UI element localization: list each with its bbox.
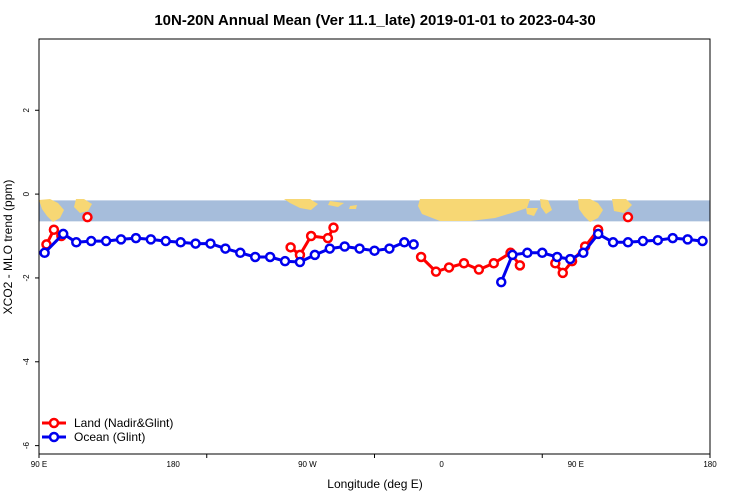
y-tick-label: -4 bbox=[22, 358, 31, 366]
land-west-africa bbox=[418, 199, 530, 221]
land-caribbean bbox=[349, 205, 357, 209]
x-axis-ticks: 90 E 180 90 W 0 90 E 180 bbox=[31, 454, 717, 469]
land-point bbox=[328, 222, 339, 233]
ocean-point bbox=[495, 276, 507, 288]
ocean-point bbox=[507, 249, 518, 261]
x-tick-label: 90 W bbox=[298, 460, 317, 469]
y-tick-label: 2 bbox=[22, 107, 31, 112]
y-tick-label: -2 bbox=[22, 274, 31, 282]
x-tick-label: 180 bbox=[703, 460, 717, 469]
ocean-point bbox=[39, 247, 50, 259]
ocean-point bbox=[130, 232, 142, 244]
land-point bbox=[430, 266, 442, 277]
ocean-point bbox=[324, 243, 336, 254]
ocean-point bbox=[537, 247, 548, 259]
ocean-point bbox=[667, 232, 678, 244]
world-map-band bbox=[39, 199, 710, 222]
y-tick-label: 0 bbox=[22, 191, 31, 196]
ocean-point bbox=[399, 237, 410, 248]
land-point bbox=[473, 264, 485, 275]
ocean-point bbox=[578, 247, 589, 259]
ocean-point bbox=[85, 235, 97, 247]
land-point bbox=[415, 251, 427, 263]
ocean-point bbox=[339, 241, 350, 252]
land-se-asia bbox=[74, 199, 92, 213]
land-se-asia-right bbox=[612, 199, 632, 213]
ocean-point bbox=[57, 228, 69, 240]
land-point bbox=[488, 258, 500, 269]
ocean-point bbox=[279, 255, 291, 267]
x-tick-label: 90 E bbox=[568, 460, 584, 469]
land-horn bbox=[526, 208, 538, 216]
legend-ocean-label: Ocean (Glint) bbox=[74, 430, 145, 444]
land-point bbox=[48, 224, 60, 235]
ocean-point bbox=[622, 237, 634, 248]
ocean-point bbox=[384, 243, 395, 254]
ocean-point bbox=[564, 253, 576, 265]
ocean-point bbox=[190, 238, 201, 249]
chart-title: 10N-20N Annual Mean (Ver 11.1_late) 2019… bbox=[154, 12, 595, 29]
land-point bbox=[443, 262, 455, 273]
land-point bbox=[622, 211, 634, 223]
plot-frame bbox=[38, 38, 711, 455]
land-arabia bbox=[540, 199, 552, 214]
ocean-point bbox=[592, 228, 604, 240]
ocean-point bbox=[205, 238, 216, 249]
map-land bbox=[39, 199, 632, 222]
ocean-point bbox=[369, 245, 380, 256]
ocean-point bbox=[145, 234, 157, 245]
legend-land-label: Land (Nadir&Glint) bbox=[74, 416, 173, 430]
land-cuba bbox=[328, 201, 344, 207]
ocean-series bbox=[39, 228, 708, 288]
ocean-point bbox=[160, 235, 171, 247]
land-series bbox=[41, 211, 634, 279]
series-layer bbox=[39, 211, 708, 288]
ocean-point bbox=[100, 235, 112, 247]
legend-ocean-marker bbox=[48, 431, 60, 443]
ocean-point bbox=[637, 235, 649, 247]
legend-land-marker bbox=[48, 417, 60, 429]
ocean-point bbox=[652, 234, 664, 246]
ocean-point bbox=[294, 256, 306, 268]
x-tick-label: 0 bbox=[439, 460, 444, 469]
ocean-point bbox=[682, 234, 693, 245]
land-point bbox=[322, 232, 334, 244]
y-axis-ticks: 2 0 -2 -4 -6 bbox=[22, 107, 39, 449]
ocean-point bbox=[235, 247, 246, 259]
ocean-point bbox=[249, 251, 261, 263]
x-tick-label: 90 E bbox=[31, 460, 47, 469]
map-ocean bbox=[39, 200, 710, 222]
ocean-point bbox=[354, 243, 365, 254]
ocean-point bbox=[115, 234, 127, 245]
y-axis-label: XCO2 - MLO trend (ppm) bbox=[1, 180, 15, 315]
land-point bbox=[514, 260, 526, 271]
land-point bbox=[557, 267, 569, 279]
legend: Land (Nadir&Glint) Ocean (Glint) bbox=[42, 416, 173, 444]
y-tick-label: -6 bbox=[22, 442, 31, 450]
land-india-right bbox=[578, 199, 603, 222]
ocean-point bbox=[522, 247, 533, 259]
ocean-point bbox=[264, 251, 276, 263]
land-point bbox=[458, 258, 470, 269]
ocean-point bbox=[309, 249, 321, 261]
land-mexico bbox=[284, 199, 318, 210]
ocean-point bbox=[697, 235, 708, 247]
land-india bbox=[39, 199, 64, 222]
ocean-point bbox=[175, 237, 186, 248]
ocean-point bbox=[220, 243, 231, 254]
ocean-point bbox=[551, 251, 563, 263]
land-point bbox=[305, 230, 317, 242]
ocean-point bbox=[71, 237, 82, 248]
x-axis-label: Longitude (deg E) bbox=[327, 477, 422, 491]
land-point bbox=[285, 242, 296, 253]
land-point bbox=[82, 211, 93, 223]
land-series-line bbox=[554, 228, 600, 275]
ocean-point bbox=[408, 239, 419, 250]
ocean-point bbox=[607, 237, 619, 248]
x-tick-label: 180 bbox=[167, 460, 181, 469]
